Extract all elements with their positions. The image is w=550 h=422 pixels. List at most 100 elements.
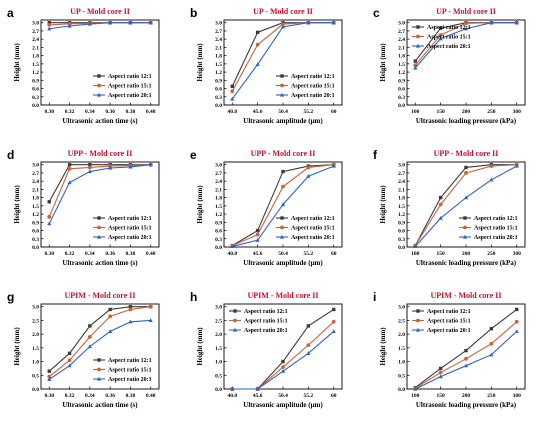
data-point-g-2-2 — [87, 344, 92, 349]
y-tick-label: 2.4 — [32, 37, 39, 43]
data-point-e-2-2 — [280, 202, 286, 207]
data-point-d-2-2 — [87, 169, 92, 174]
data-point-d-0-1 — [67, 163, 72, 167]
data-point-f-2-1 — [438, 216, 443, 220]
y-tick-label: 1.5 — [398, 204, 405, 210]
x-tick-label: 0.30 — [44, 393, 54, 399]
legend-marker — [463, 216, 467, 220]
y-tick-label: 2.7 — [398, 171, 405, 177]
data-point-c-2-3 — [489, 20, 494, 25]
legend-marker — [232, 327, 238, 332]
x-tick-label: 40.8 — [227, 393, 237, 399]
x-tick-label: 0.38 — [126, 251, 136, 257]
y-tick-label: 2.5 — [215, 318, 222, 324]
data-point-e-2-1 — [255, 237, 260, 242]
y-tick-label: 1.5 — [32, 62, 39, 68]
legend-marker — [97, 83, 101, 88]
x-tick-label: 50.4 — [278, 393, 288, 399]
y-tick-label: 2.1 — [215, 45, 222, 51]
x-tick-label: 150 — [437, 109, 446, 115]
data-point-a-1-0 — [47, 23, 52, 27]
x-tick-label: 100 — [411, 109, 420, 115]
y-tick-label: 0.3 — [215, 237, 222, 243]
data-point-d-2-5 — [148, 162, 153, 167]
data-point-c-2-1 — [438, 36, 443, 41]
y-axis-label-e: Height (mm) — [196, 185, 204, 224]
y-tick-label: 2.0 — [32, 332, 39, 338]
x-tick-label: 0.34 — [85, 251, 95, 257]
y-tick-label: 0.0 — [398, 387, 405, 393]
data-point-h-1-3 — [306, 343, 311, 348]
data-point-d-1-1 — [67, 166, 72, 171]
data-point-c-2-2 — [463, 26, 469, 31]
panel-title-i: UPIM - Mold core II — [431, 291, 502, 300]
chart-panel-f: f UPP - Mold core II 0.0 0.3 0.6 0.9 1.2 1.5 1.8… — [373, 148, 526, 267]
legend-marker — [280, 74, 284, 78]
x-tick-label: 100 — [411, 393, 420, 399]
y-tick-label: 0.3 — [32, 237, 39, 243]
x-tick-label: 300 — [513, 251, 522, 257]
y-tick-label: 2.4 — [398, 179, 405, 185]
y-tick-label: 0.9 — [32, 220, 39, 226]
y-axis-label-b: Height (mm) — [196, 43, 204, 82]
data-point-f-2-4 — [514, 163, 519, 168]
data-point-i-2-3 — [489, 352, 494, 357]
panel-title-b: UP - Mold core II — [253, 7, 313, 16]
y-axis-label-f: Height (mm) — [379, 185, 387, 224]
data-point-h-2-2 — [280, 368, 286, 373]
y-tick-label: 0.5 — [32, 373, 39, 379]
data-point-i-1-3 — [489, 341, 494, 346]
y-tick-label: 0.0 — [398, 103, 405, 109]
axes-frame-c — [406, 19, 526, 106]
data-point-i-0-3 — [489, 326, 494, 331]
series-line-d-2 — [48, 164, 151, 224]
y-tick-label: 1.2 — [215, 70, 222, 76]
series-line-a-2 — [49, 22, 151, 30]
data-point-d-0-0 — [47, 200, 51, 204]
y-tick-label: 1.8 — [398, 54, 405, 60]
data-point-h-1-2 — [281, 365, 285, 369]
panel-letter-a: a — [7, 6, 14, 20]
chart-panel-i: i UPIM - Mold core II 0.0 0.5 1.0 1.5 2.0 2.5 3.… — [373, 290, 526, 409]
panel-title-e: UPP - Mold core II — [251, 149, 316, 158]
y-tick-label: 2.5 — [398, 318, 405, 324]
data-point-d-2-4 — [128, 164, 133, 169]
legend-entry-d-0: Aspect ratio 12:1 — [108, 216, 152, 222]
y-axis-label-i: Height (mm) — [379, 327, 387, 366]
data-point-e-2-0 — [230, 244, 235, 249]
x-tick-label: 50.4 — [278, 109, 288, 115]
legend-entry-f-0: Aspect ratio 12:1 — [474, 216, 518, 222]
data-point-i-2-2 — [463, 363, 469, 368]
legend-entry-c-1: Aspect ratio 15:1 — [427, 35, 471, 41]
data-point-g-0-2 — [88, 324, 92, 328]
y-tick-label: 1.0 — [215, 360, 222, 366]
axes-frame-d — [40, 161, 160, 248]
legend-marker — [97, 358, 101, 362]
x-tick-label: 55.2 — [304, 393, 314, 399]
data-point-g-0-1 — [67, 351, 72, 356]
data-point-g-1-1 — [67, 358, 72, 363]
y-tick-label: 1.8 — [398, 196, 405, 202]
legend-marker — [416, 34, 420, 39]
legend-marker — [233, 309, 237, 313]
data-point-i-0-1 — [438, 366, 443, 371]
x-axis-label-d: Ultrasonic action time (s) — [62, 259, 138, 267]
x-tick-label: 0.36 — [105, 109, 115, 115]
y-axis-label-d: Height (mm) — [13, 185, 21, 224]
x-tick-label: 45.6 — [253, 109, 263, 115]
y-tick-label: 0.5 — [398, 373, 405, 379]
x-axis-label-b: Ultrasonic amplitude (μm) — [243, 117, 323, 125]
data-point-i-0-4 — [515, 307, 519, 312]
x-tick-label: 0.36 — [105, 393, 115, 399]
data-point-f-1-1 — [438, 202, 443, 207]
y-tick-label: 2.1 — [32, 45, 39, 51]
y-tick-label: 3.0 — [32, 21, 39, 27]
x-axis-label-i: Ultrasonic loading pressure (kPa) — [416, 401, 517, 409]
x-tick-label: 0.34 — [85, 109, 95, 115]
y-tick-label: 3.0 — [215, 305, 222, 311]
data-point-i-0-2 — [464, 348, 468, 353]
y-tick-label: 0.9 — [215, 78, 222, 84]
data-point-g-1-0 — [47, 374, 52, 379]
panel-title-a: UP - Mold core II — [70, 7, 130, 16]
data-point-a-2-5 — [148, 20, 153, 25]
